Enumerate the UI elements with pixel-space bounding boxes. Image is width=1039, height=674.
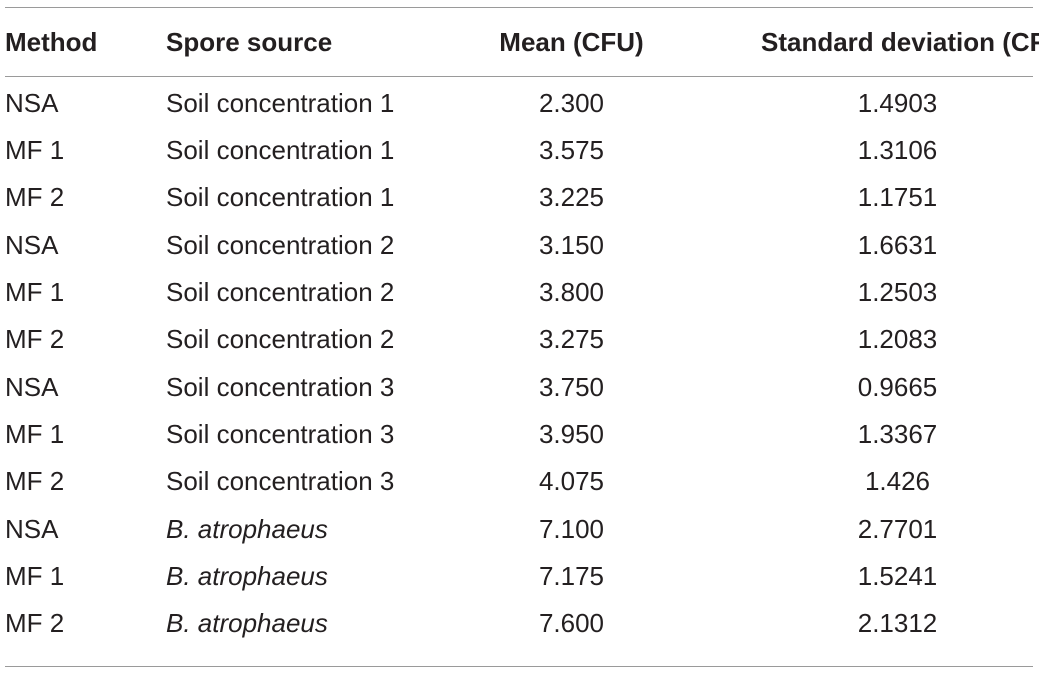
cell-method: NSA — [5, 513, 59, 544]
cell-method: NSA — [5, 371, 59, 402]
table-row: NSA B. atrophaeus 7.100 2.7701 — [5, 505, 1039, 552]
table-row: MF 2 Soil concentration 1 3.225 1.1751 — [5, 174, 1039, 221]
table-header: Method Spore source Mean (CFU) Standard … — [5, 8, 1039, 76]
cell-method: MF 1 — [5, 135, 65, 166]
cell-spore-source: Soil concentration 1 — [166, 88, 395, 118]
cell-standard-deviation: 1.2083 — [857, 324, 938, 355]
header-mean: Mean (CFU) — [499, 26, 644, 57]
table-body: NSA Soil concentration 1 2.300 1.4903 MF 1 So… — [5, 76, 1039, 647]
cell-standard-deviation: 2.7701 — [857, 513, 938, 544]
table-header-rule — [5, 76, 1033, 77]
cell-method: MF 2 — [5, 466, 65, 497]
cell-mean: 7.100 — [538, 513, 605, 544]
cell-method: MF 1 — [5, 418, 65, 449]
table-row: MF 1 B. atrophaeus 7.175 1.5241 — [5, 553, 1039, 600]
cell-method: NSA — [5, 229, 59, 260]
header-row: Method Spore source Mean (CFU) Standard … — [5, 8, 1039, 76]
table-row: MF 2 B. atrophaeus 7.600 2.1312 — [5, 600, 1039, 647]
cell-spore-source: Soil concentration 3 — [166, 418, 395, 449]
cell-spore-source: Soil concentration 2 — [166, 324, 395, 355]
cell-standard-deviation: 1.4903 — [857, 88, 938, 118]
table-row: NSA Soil concentration 1 2.300 1.4903 — [5, 76, 1039, 127]
cell-method: NSA — [5, 88, 59, 118]
cell-method: MF 1 — [5, 277, 65, 308]
cell-mean: 7.175 — [538, 560, 605, 591]
cell-method: MF 2 — [5, 608, 65, 639]
cell-mean: 7.600 — [538, 608, 605, 639]
cell-mean: 3.275 — [538, 324, 605, 355]
cell-spore-source: Soil concentration 1 — [166, 135, 395, 166]
table-row: MF 1 Soil concentration 2 3.800 1.2503 — [5, 269, 1039, 316]
cell-spore-source: Soil concentration 3 — [166, 371, 395, 402]
cell-standard-deviation: 2.1312 — [857, 608, 938, 639]
cell-spore-source: Soil concentration 1 — [166, 182, 395, 213]
table-top-rule — [5, 7, 1033, 8]
cell-standard-deviation: 1.5241 — [857, 560, 938, 591]
cell-mean: 4.075 — [538, 466, 605, 497]
cell-standard-deviation: 1.2503 — [857, 277, 938, 308]
table-row: MF 2 Soil concentration 2 3.275 1.2083 — [5, 316, 1039, 363]
cell-mean: 3.800 — [538, 277, 605, 308]
cell-spore-source: B. atrophaeus — [166, 560, 328, 591]
header-standard-deviation: Standard deviation (CFU) — [760, 26, 1039, 57]
cell-mean: 2.300 — [538, 88, 605, 118]
cell-method: MF 1 — [5, 560, 65, 591]
cell-spore-source: Soil concentration 2 — [166, 277, 395, 308]
cell-mean: 3.575 — [538, 135, 605, 166]
table-row: NSA Soil concentration 3 3.750 0.9665 — [5, 363, 1039, 410]
cell-method: MF 2 — [5, 182, 65, 213]
header-method: Method — [5, 26, 98, 57]
cell-method: MF 2 — [5, 324, 65, 355]
cell-mean: 3.225 — [538, 182, 605, 213]
cell-standard-deviation: 1.1751 — [857, 182, 938, 213]
table-bottom-rule — [5, 666, 1033, 667]
table-row: NSA Soil concentration 2 3.150 1.6631 — [5, 222, 1039, 269]
cell-mean: 3.950 — [538, 418, 605, 449]
cell-spore-source: Soil concentration 2 — [166, 229, 395, 260]
cell-spore-source: B. atrophaeus — [166, 608, 328, 639]
table-row: MF 1 Soil concentration 1 3.575 1.3106 — [5, 127, 1039, 174]
cell-standard-deviation: 1.426 — [864, 466, 931, 497]
table-row: MF 2 Soil concentration 3 4.075 1.426 — [5, 458, 1039, 505]
cell-standard-deviation: 1.6631 — [857, 229, 938, 260]
spore-data-table: Method Spore source Mean (CFU) Standard … — [5, 8, 1039, 647]
header-spore-source: Spore source — [166, 26, 333, 57]
table-row: MF 1 Soil concentration 3 3.950 1.3367 — [5, 411, 1039, 458]
cell-standard-deviation: 1.3106 — [857, 135, 938, 166]
cell-standard-deviation: 1.3367 — [857, 418, 938, 449]
cell-mean: 3.150 — [538, 229, 605, 260]
cell-spore-source: Soil concentration 3 — [166, 466, 395, 497]
cell-mean: 3.750 — [538, 371, 605, 402]
cell-standard-deviation: 0.9665 — [857, 371, 938, 402]
cell-spore-source: B. atrophaeus — [166, 513, 328, 544]
